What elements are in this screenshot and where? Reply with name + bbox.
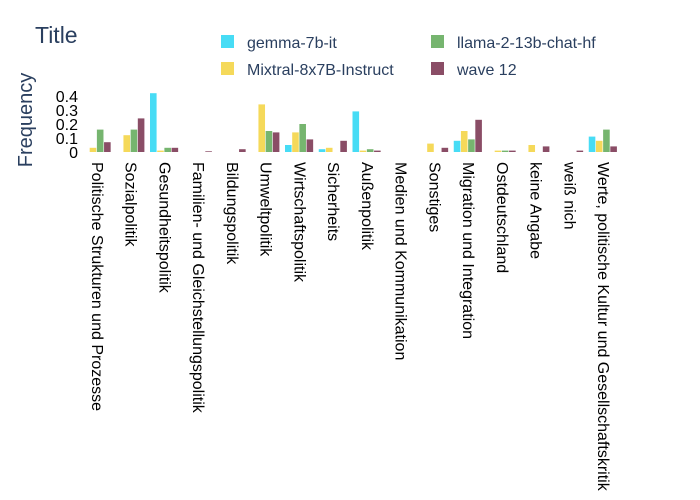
bar-gemma-7b-it <box>453 140 461 152</box>
bar-gemma-7b-it <box>318 149 326 152</box>
bar-mixtral-8x7b-instruct <box>123 135 131 152</box>
bar-llama-2-13b-chat-hf <box>265 131 273 152</box>
x-tick-label: Medien und Kommunikation <box>392 162 409 360</box>
bar-llama-2-13b-chat-hf <box>603 129 610 152</box>
bar-wave-12 <box>239 149 246 152</box>
bar-mixtral-8x7b-instruct <box>359 150 367 152</box>
bar-wave-12 <box>576 150 584 152</box>
y-tick-label: 0.4 <box>56 89 78 106</box>
bar-llama-2-13b-chat-hf <box>164 147 171 152</box>
bar-wave-12 <box>104 142 111 152</box>
x-tick-label: weiß nich <box>560 161 577 230</box>
bar-llama-2-13b-chat-hf <box>366 149 374 152</box>
bar-wave-12 <box>374 150 381 152</box>
legend-label: gemma-7b-it <box>247 35 337 52</box>
bar-wave-12 <box>542 146 550 152</box>
bars <box>89 93 617 152</box>
bar-llama-2-13b-chat-hf <box>468 139 475 152</box>
x-tick-label: Bildungspolitik <box>223 162 240 265</box>
bar-wave-12 <box>272 132 280 152</box>
x-tick-label: Umweltpolitik <box>257 162 274 257</box>
bar-mixtral-8x7b-instruct <box>258 104 266 152</box>
bar-mixtral-8x7b-instruct <box>595 140 603 152</box>
x-tick-label: Familien- und Gleichstellungspolitik <box>189 162 206 414</box>
y-tick-label: 0 <box>69 145 78 162</box>
bar-gemma-7b-it <box>588 136 596 152</box>
bar-mixtral-8x7b-instruct <box>89 147 97 152</box>
bar-wave-12 <box>340 140 347 152</box>
bar-gemma-7b-it <box>150 93 157 152</box>
bar-wave-12 <box>171 147 179 152</box>
legend-label: wave 12 <box>456 62 517 79</box>
legend-swatch <box>221 62 234 75</box>
x-tick-label: Wirtschaftspolitik <box>290 162 307 283</box>
legend-swatch <box>431 62 444 75</box>
x-tick-label: Migration und Integration <box>459 162 476 339</box>
legend-swatch <box>221 35 234 48</box>
legend-label: Mixtral-8x7B-Instruct <box>247 62 394 79</box>
bar-gemma-7b-it <box>285 145 292 152</box>
legend-swatch <box>431 35 444 48</box>
y-axis-ticks: 00.10.20.30.4 <box>56 89 78 162</box>
bar-wave-12 <box>441 147 449 152</box>
bar-llama-2-13b-chat-hf <box>96 129 104 152</box>
bar-mixtral-8x7b-instruct <box>494 150 502 152</box>
bar-wave-12 <box>205 151 212 152</box>
bar-mixtral-8x7b-instruct <box>292 132 299 152</box>
bar-mixtral-8x7b-instruct <box>157 150 164 152</box>
x-tick-label: Werte, politische Kultur und Gesellschaf… <box>594 162 611 492</box>
bar-mixtral-8x7b-instruct <box>460 131 468 152</box>
y-tick-label: 0.2 <box>56 117 78 134</box>
bar-wave-12 <box>137 118 145 152</box>
legend: gemma-7b-it Mixtral-8x7B-Instruct llama-2-… <box>221 35 596 79</box>
x-tick-label: Politische Strukturen und Prozesse <box>88 162 105 411</box>
bar-llama-2-13b-chat-hf <box>299 124 306 152</box>
bar-llama-2-13b-chat-hf <box>130 129 138 152</box>
bar-wave-12 <box>509 150 516 152</box>
x-axis-ticks: Politische Strukturen und Prozesse Sozial… <box>88 161 611 492</box>
bar-gemma-7b-it <box>352 111 360 152</box>
x-tick-label: Sonstiges <box>425 162 442 232</box>
x-tick-label: keine Angabe <box>527 162 544 259</box>
bar-mixtral-8x7b-instruct <box>528 145 536 152</box>
bar-llama-2-13b-chat-hf <box>501 150 509 152</box>
x-tick-label: Gesundheitspolitik <box>155 162 172 294</box>
chart-title: Title <box>35 22 78 48</box>
legend-label: llama-2-13b-chat-hf <box>457 35 596 52</box>
bar-mixtral-8x7b-instruct <box>427 143 434 152</box>
x-tick-label: Sozialpolitik <box>122 162 139 247</box>
bar-mixtral-8x7b-instruct <box>325 147 333 152</box>
y-axis-label: Frequency <box>15 73 37 168</box>
y-tick-label: 0.1 <box>56 131 78 148</box>
x-tick-label: Sicherheits <box>324 162 341 241</box>
y-tick-label: 0.3 <box>56 103 78 120</box>
x-tick-label: Außenpolitik <box>358 162 375 251</box>
bar-wave-12 <box>306 139 314 152</box>
bar-wave-12 <box>475 119 482 152</box>
bar-wave-12 <box>610 146 617 152</box>
x-tick-label: Ostdeutschland <box>493 162 510 273</box>
